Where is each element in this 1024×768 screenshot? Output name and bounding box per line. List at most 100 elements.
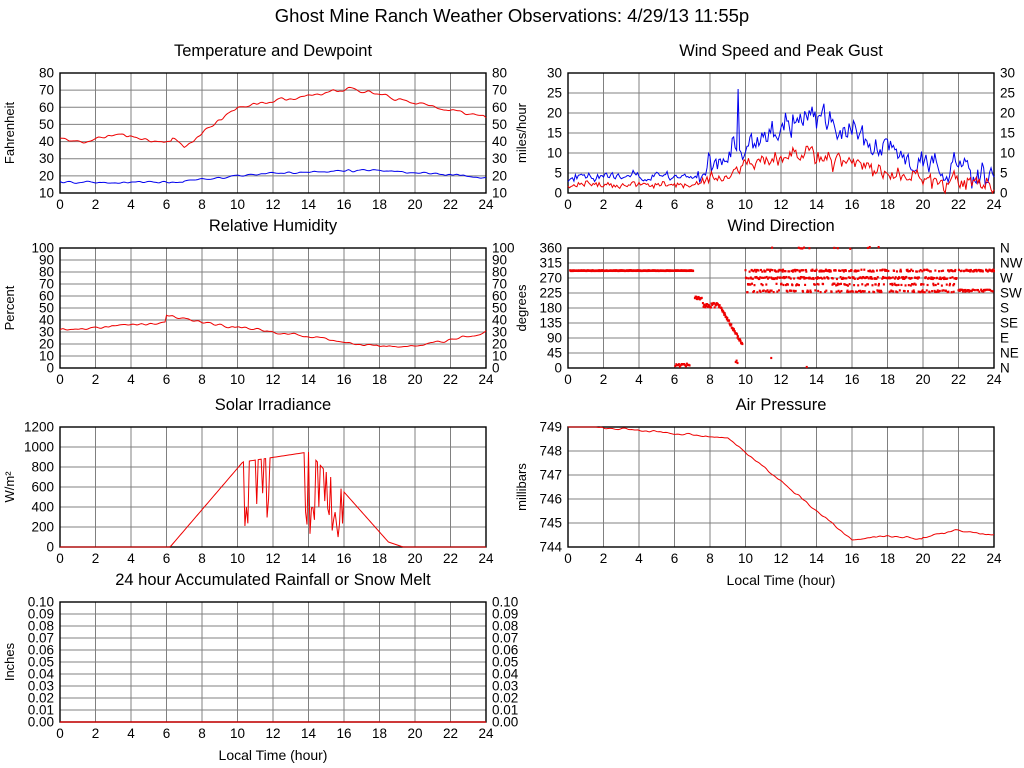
svg-text:8: 8 [198, 726, 206, 741]
svg-text:746: 746 [539, 492, 562, 507]
svg-text:12: 12 [773, 372, 788, 387]
svg-text:Relative Humidity: Relative Humidity [209, 217, 338, 235]
svg-text:22: 22 [443, 726, 458, 741]
svg-text:135: 135 [539, 316, 562, 331]
svg-text:16: 16 [844, 551, 859, 566]
svg-text:degrees: degrees [514, 284, 529, 331]
svg-text:24: 24 [478, 197, 494, 212]
svg-text:14: 14 [809, 372, 825, 387]
svg-text:20: 20 [1000, 106, 1015, 121]
svg-text:8: 8 [198, 197, 206, 212]
svg-text:10: 10 [230, 197, 245, 212]
svg-text:Air Pressure: Air Pressure [736, 396, 827, 414]
svg-text:25: 25 [1000, 86, 1015, 101]
svg-text:18: 18 [880, 551, 895, 566]
svg-text:20: 20 [407, 372, 422, 387]
svg-text:30: 30 [547, 66, 562, 81]
svg-text:16: 16 [844, 197, 859, 212]
svg-text:8: 8 [706, 551, 714, 566]
svg-text:14: 14 [301, 197, 317, 212]
svg-text:4: 4 [127, 551, 135, 566]
svg-text:16: 16 [336, 726, 351, 741]
svg-text:60: 60 [39, 100, 54, 115]
svg-text:180: 180 [539, 301, 562, 316]
svg-text:4: 4 [127, 372, 135, 387]
svg-text:10: 10 [1000, 146, 1015, 161]
svg-text:18: 18 [372, 726, 387, 741]
svg-text:400: 400 [31, 500, 54, 515]
svg-text:6: 6 [671, 372, 679, 387]
svg-text:12: 12 [265, 197, 280, 212]
svg-text:20: 20 [547, 106, 562, 121]
svg-text:E: E [1000, 331, 1009, 346]
svg-text:8: 8 [198, 551, 206, 566]
svg-text:14: 14 [809, 197, 825, 212]
svg-text:50: 50 [39, 117, 54, 132]
svg-text:10: 10 [738, 551, 753, 566]
svg-text:12: 12 [265, 726, 280, 741]
svg-text:10: 10 [547, 146, 562, 161]
svg-text:24: 24 [986, 372, 1002, 387]
svg-text:Temperature and Dewpoint: Temperature and Dewpoint [174, 42, 373, 60]
svg-text:45: 45 [547, 346, 562, 361]
svg-text:40: 40 [39, 134, 54, 149]
svg-text:0: 0 [56, 372, 64, 387]
svg-text:70: 70 [39, 83, 54, 98]
svg-text:90: 90 [547, 331, 562, 346]
svg-text:4: 4 [127, 197, 135, 212]
svg-text:14: 14 [809, 551, 825, 566]
svg-text:N: N [1000, 241, 1010, 256]
svg-text:0: 0 [46, 540, 54, 555]
svg-text:14: 14 [301, 372, 317, 387]
svg-text:5: 5 [554, 166, 562, 181]
svg-text:747: 747 [539, 468, 562, 483]
svg-text:8: 8 [198, 372, 206, 387]
svg-text:16: 16 [844, 372, 859, 387]
svg-text:2: 2 [92, 372, 100, 387]
svg-text:16: 16 [336, 197, 351, 212]
svg-text:20: 20 [915, 551, 930, 566]
svg-text:12: 12 [265, 551, 280, 566]
svg-text:18: 18 [372, 551, 387, 566]
svg-text:15: 15 [1000, 126, 1015, 141]
svg-text:Wind Speed and Peak Gust: Wind Speed and Peak Gust [679, 42, 883, 60]
svg-text:2: 2 [92, 726, 100, 741]
svg-text:15: 15 [547, 126, 562, 141]
svg-text:8: 8 [706, 372, 714, 387]
svg-text:10: 10 [230, 726, 245, 741]
svg-text:16: 16 [336, 372, 351, 387]
svg-text:24 hour Accumulated Rainfall o: 24 hour Accumulated Rainfall or Snow Mel… [115, 571, 431, 589]
svg-text:749: 749 [539, 420, 562, 435]
svg-text:25: 25 [547, 86, 562, 101]
svg-text:0: 0 [56, 197, 64, 212]
svg-text:20: 20 [915, 197, 930, 212]
svg-text:W: W [1000, 271, 1013, 286]
svg-text:0: 0 [56, 726, 64, 741]
svg-text:10: 10 [492, 186, 507, 201]
svg-text:Local Time (hour): Local Time (hour) [727, 572, 836, 588]
svg-text:22: 22 [951, 372, 966, 387]
svg-text:60: 60 [492, 100, 507, 115]
svg-text:miles/hour: miles/hour [514, 102, 529, 163]
svg-text:1000: 1000 [24, 440, 54, 455]
svg-text:18: 18 [880, 372, 895, 387]
svg-text:0: 0 [564, 197, 572, 212]
svg-text:6: 6 [163, 551, 171, 566]
svg-text:30: 30 [1000, 66, 1015, 81]
svg-text:NW: NW [1000, 256, 1023, 271]
svg-text:0: 0 [554, 361, 562, 376]
svg-text:Solar Irradiance: Solar Irradiance [215, 396, 331, 414]
svg-text:225: 225 [539, 286, 562, 301]
svg-text:Percent: Percent [2, 285, 17, 330]
svg-text:744: 744 [539, 540, 562, 555]
svg-text:6: 6 [163, 726, 171, 741]
svg-text:6: 6 [671, 551, 679, 566]
svg-text:0: 0 [56, 551, 64, 566]
svg-text:100: 100 [31, 241, 54, 256]
svg-text:4: 4 [635, 372, 643, 387]
svg-text:W/m²: W/m² [2, 471, 17, 503]
svg-text:0.10: 0.10 [28, 595, 54, 610]
svg-text:14: 14 [301, 551, 317, 566]
svg-text:4: 4 [635, 551, 643, 566]
svg-text:1200: 1200 [24, 420, 54, 435]
